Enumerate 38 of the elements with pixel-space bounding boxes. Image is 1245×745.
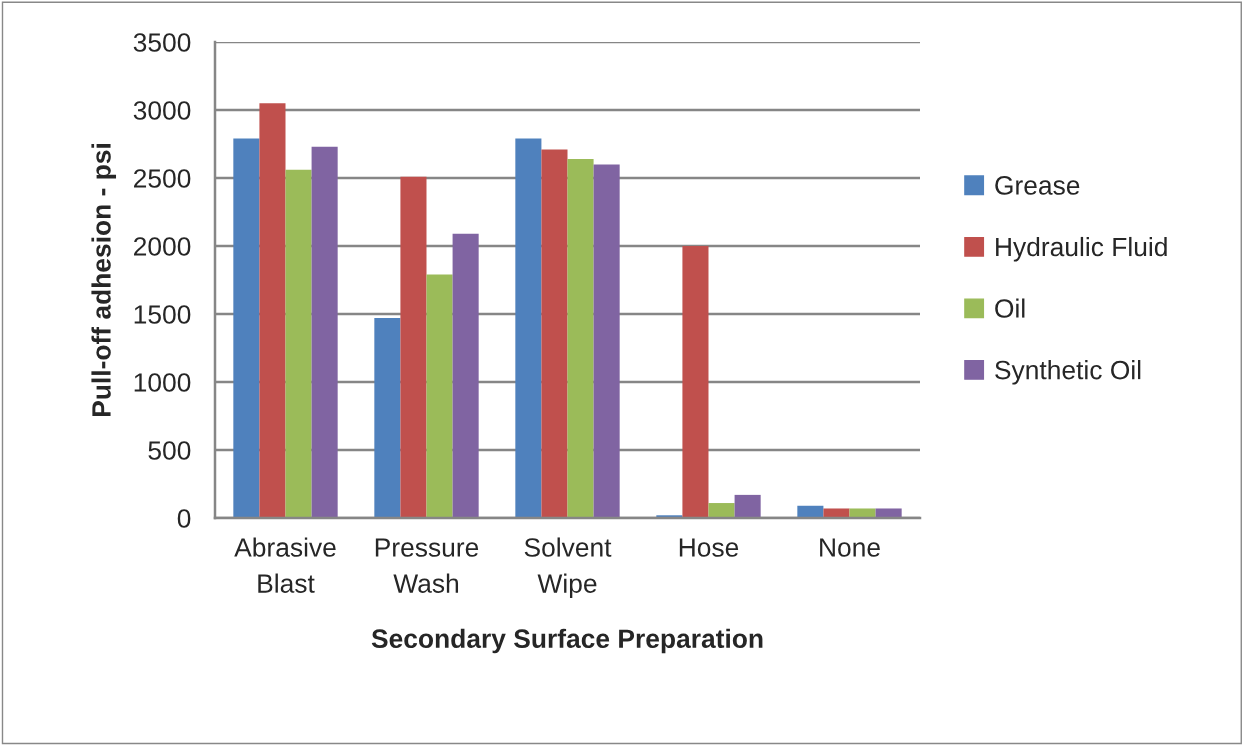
bar — [682, 246, 709, 518]
x-tick-label: Hose — [679, 538, 739, 557]
x-axis-title: Secondary Surface Preparation — [371, 628, 763, 654]
y-axis-title: Pull-off adhesion - psi — [91, 144, 117, 417]
bar — [452, 233, 479, 518]
legend-label: Hydraulic Fluid — [996, 236, 1167, 262]
x-tick-label: None — [820, 538, 880, 557]
bar — [849, 508, 876, 518]
bar — [593, 164, 620, 518]
bar — [541, 149, 568, 518]
bar — [515, 138, 542, 518]
y-tick-label: 1000 — [134, 373, 191, 392]
bar — [708, 503, 735, 518]
x-tick-label: Abrasive Blast — [234, 537, 336, 593]
bar — [797, 505, 824, 518]
bar — [823, 508, 850, 518]
bar — [374, 318, 401, 518]
bar — [567, 158, 594, 518]
y-tick-label: 3500 — [133, 33, 191, 52]
bar — [311, 146, 338, 518]
y-tick-label: 0 — [177, 509, 191, 528]
bar — [259, 103, 286, 518]
legend-label: Oil — [995, 298, 1025, 318]
x-tick-label: Solvent Wipe — [524, 537, 612, 599]
y-tick-label: 500 — [148, 441, 191, 460]
bar — [734, 494, 761, 518]
bar — [875, 508, 902, 518]
bar — [426, 274, 453, 518]
bar — [233, 138, 260, 518]
y-tick-label: 1500 — [134, 305, 191, 324]
y-tick-label: 3000 — [133, 101, 191, 120]
y-tick-label: 2500 — [134, 169, 191, 188]
bar — [400, 176, 427, 518]
legend-label: Synthetic Oil — [995, 360, 1141, 385]
legend-label: Grease — [995, 176, 1080, 195]
x-tick-label: Pressure Wash — [375, 538, 479, 593]
y-tick-label: 2000 — [134, 237, 191, 256]
bar — [285, 169, 312, 518]
